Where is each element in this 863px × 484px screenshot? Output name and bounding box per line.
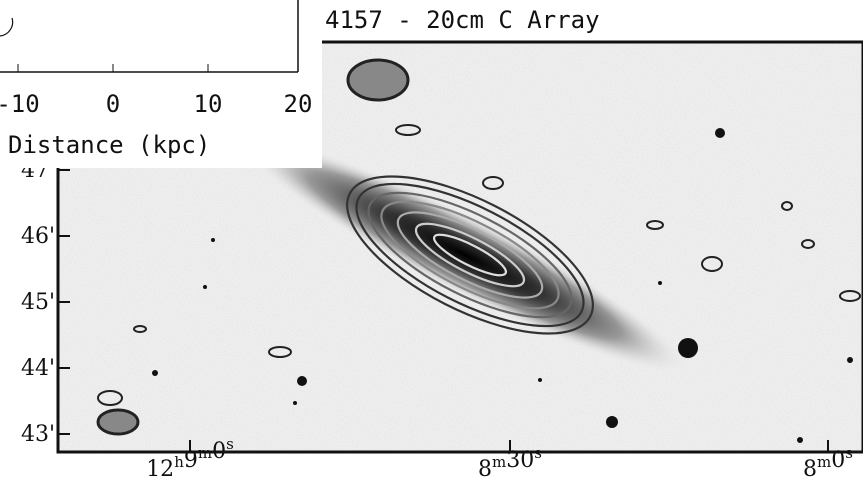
figure-title: 4157 - 20cm C Array [325,6,600,34]
inset-tick-label: 10 [194,90,223,118]
inset-tick-label: -10 [0,90,40,118]
y-tick-label: 43' [21,422,55,447]
label-base: 0 [212,439,226,464]
label-superscript: m [817,453,831,471]
label-base: 30 [506,448,534,473]
y-tick-label: 45' [21,290,55,315]
inset-tick-label: 0 [106,90,120,118]
figure: 47'46'45'44'43' 12h9m0s8m30s8m0s 4157 - … [0,0,863,484]
label-base: 8 [803,457,817,482]
label-base: 9 [184,448,198,473]
inset-panel: -10 0 10 20 Distance (kpc) [0,0,322,168]
label-superscript: s [534,444,542,462]
label-base: 8 [478,457,492,482]
label-superscript: s [226,435,234,453]
y-tick-label: 46' [21,224,55,249]
inset-x-label: Distance (kpc) [8,131,210,159]
label-base: 0 [831,448,845,473]
label-superscript: s [845,444,853,462]
y-tick-label: 44' [21,356,55,381]
label-superscript: m [198,444,212,462]
label-superscript: h [174,453,184,471]
label-base: 12 [146,457,174,482]
label-superscript: m [492,453,506,471]
inset-tick-label: 20 [284,90,313,118]
